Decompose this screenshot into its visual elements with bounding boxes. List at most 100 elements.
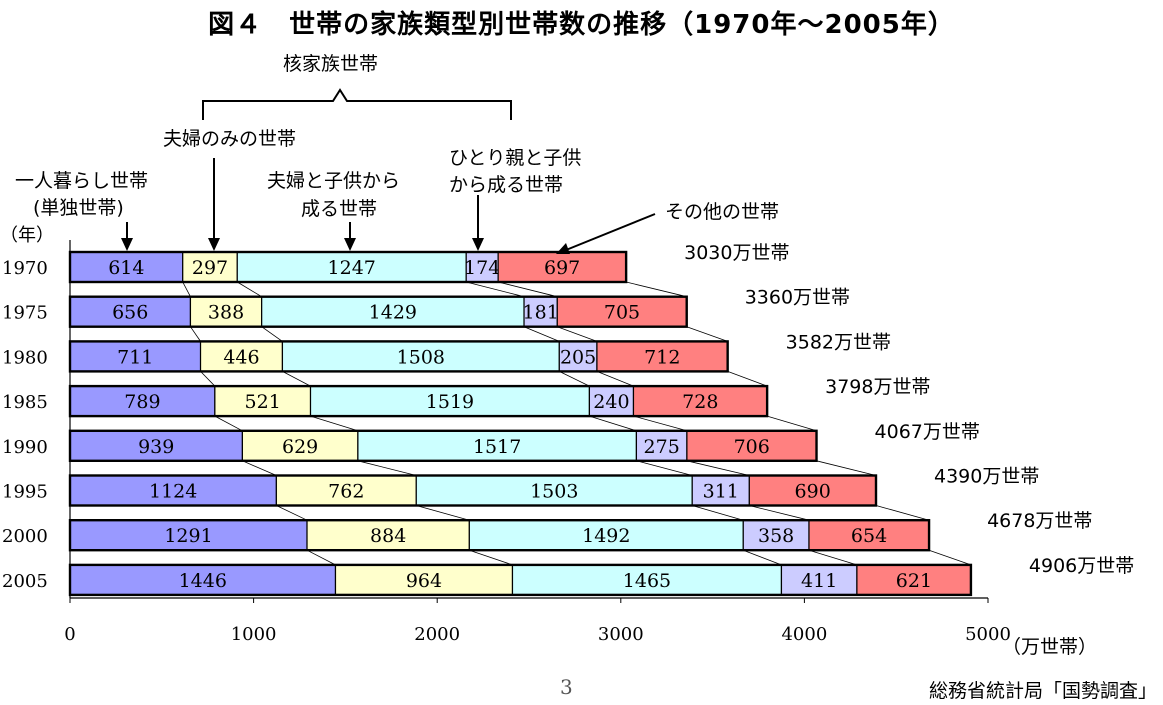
connector-1985-4	[633, 415, 688, 432]
connector-1975-3	[523, 326, 560, 342]
connector-1975-5	[686, 326, 728, 342]
bar-segment-2000-couple_children	[468, 519, 744, 551]
data-label-1990-single_parent: 275	[644, 436, 680, 458]
bar-segment-2005-couple_children	[511, 564, 783, 596]
bar-row-1985: 789 521 1519 240 728 1985 3798万世帯	[2, 376, 930, 418]
couple-only-label: 夫婦のみの世帯	[163, 128, 297, 150]
connector-1970-5	[626, 281, 687, 298]
data-label-1980-couple_children: 1508	[397, 346, 445, 368]
connector-2000-4	[808, 549, 858, 566]
bar-segment-1985-other	[632, 385, 768, 417]
nuclear-label: 核家族世帯	[283, 53, 379, 75]
data-label-1975-couple_only: 388	[208, 302, 244, 324]
data-label-1995-couple_children: 1503	[530, 481, 578, 503]
data-label-1990-one_person: 939	[138, 436, 174, 458]
connector-1995-5	[875, 505, 930, 521]
bar-row-1995: 1124 762 1503 311 690 1995 4390万世帯	[2, 466, 1039, 507]
arrowhead-single-parent	[472, 238, 484, 251]
year-label-1980: 1980	[2, 347, 48, 368]
connector-1990-5	[816, 460, 877, 476]
connector-1995-3	[692, 505, 744, 521]
connector-2000-3	[743, 549, 782, 566]
arrowhead-other	[556, 243, 570, 254]
x-axis: 0 1000 2000 3000 4000 5000（万世帯）	[64, 240, 1097, 658]
one-person-label-2: (単独世帯)	[33, 197, 124, 219]
connector-1985-3	[589, 415, 637, 432]
data-label-1970-one_person: 614	[108, 257, 144, 279]
couple-children-label-1: 夫婦と子供から	[267, 170, 401, 192]
data-label-2005-couple_children: 1465	[623, 570, 671, 592]
bar-row-1975: 656 388 1429 181 705 1975 3360万世帯	[2, 287, 850, 328]
connector-1975-1	[190, 326, 201, 342]
x-tick-label-2000: 2000	[414, 624, 460, 645]
data-label-2000-other: 654	[851, 525, 887, 547]
connector-1985-1	[214, 415, 243, 432]
connector-1995-1	[276, 505, 308, 521]
annotation-arrows	[121, 88, 656, 254]
arrow-other	[565, 213, 656, 251]
year-label-1975: 1975	[2, 303, 48, 324]
connector-1990-4	[686, 460, 750, 476]
data-label-1975-other: 705	[604, 302, 640, 324]
data-label-1975-one_person: 656	[112, 302, 148, 324]
connector-1980-3	[559, 371, 590, 387]
data-label-1990-couple_children: 1517	[473, 436, 521, 458]
connector-1970-2	[237, 281, 262, 298]
data-label-1995-couple_only: 762	[328, 481, 364, 503]
connector-1990-2	[357, 460, 417, 476]
page-number: 3	[560, 675, 573, 699]
connector-1980-5	[727, 371, 768, 387]
data-label-1985-couple_children: 1519	[426, 391, 474, 413]
bar-segment-2000-single_parent	[742, 519, 810, 551]
data-label-2005-couple_only: 964	[406, 570, 442, 592]
data-label-2000-couple_only: 884	[370, 525, 406, 547]
year-label-2005: 2005	[2, 571, 48, 592]
total-label-1995: 4390万世帯	[934, 466, 1039, 488]
single-parent-label-2: から成る世帯	[449, 174, 564, 196]
data-label-2005-other: 621	[896, 570, 932, 592]
data-label-1975-single_parent: 181	[523, 302, 559, 324]
connector-1990-1	[242, 460, 277, 476]
data-label-1985-one_person: 789	[124, 391, 160, 413]
nuclear-brace	[202, 88, 512, 120]
connector-1970-1	[182, 281, 191, 297]
connector-1985-5	[767, 415, 817, 432]
arrowhead-couple-children	[344, 238, 356, 251]
bar-segment-1995-single_parent	[691, 474, 750, 507]
data-label-1995-other: 690	[795, 481, 831, 503]
data-label-1980-single_parent: 205	[560, 346, 596, 368]
connector-1980-2	[282, 371, 311, 387]
bar-segment-1985-couple_only	[214, 385, 312, 417]
other-label: その他の世帯	[665, 201, 780, 223]
arrowhead-couple-only	[208, 238, 220, 251]
bar-segment-1975-couple_children	[261, 296, 525, 328]
bar-row-1980: 711 446 1508 205 712 1980 3582万世帯	[2, 331, 891, 373]
one-person-label-1: 一人暮らし世帯	[15, 170, 149, 192]
connector-1970-3	[466, 281, 525, 298]
connector-1980-1	[200, 371, 216, 387]
total-label-1980: 3582万世帯	[786, 331, 891, 353]
data-label-2000-one_person: 1291	[164, 525, 212, 547]
bar-row-1970: 614 297 1247 174 697 1970 3030万世帯	[2, 242, 789, 284]
connector-2000-5	[928, 549, 972, 566]
data-label-1970-couple_children: 1247	[328, 257, 376, 279]
x-tick-label-0: 0	[64, 624, 75, 645]
data-label-2000-couple_children: 1492	[582, 525, 630, 547]
connector-1970-4	[498, 281, 558, 298]
connector-1995-4	[749, 505, 810, 521]
total-label-1990: 4067万世帯	[875, 421, 980, 443]
data-label-1970-other: 697	[544, 257, 580, 279]
data-label-1990-other: 706	[734, 436, 770, 458]
data-label-1975-couple_children: 1429	[369, 302, 417, 324]
total-label-1985: 3798万世帯	[825, 376, 930, 398]
year-label-1985: 1985	[2, 392, 48, 413]
single-parent-label-1: ひとり親と子供	[449, 147, 582, 169]
x-axis-unit-label: （万世帯）	[1002, 636, 1097, 658]
data-label-1970-single_parent: 174	[464, 257, 500, 279]
connector-2000-1	[306, 549, 336, 566]
connector-lines	[182, 281, 972, 566]
data-label-2005-one_person: 1446	[179, 570, 227, 592]
data-label-1980-other: 712	[644, 346, 680, 368]
data-label-1990-couple_only: 629	[282, 436, 318, 458]
